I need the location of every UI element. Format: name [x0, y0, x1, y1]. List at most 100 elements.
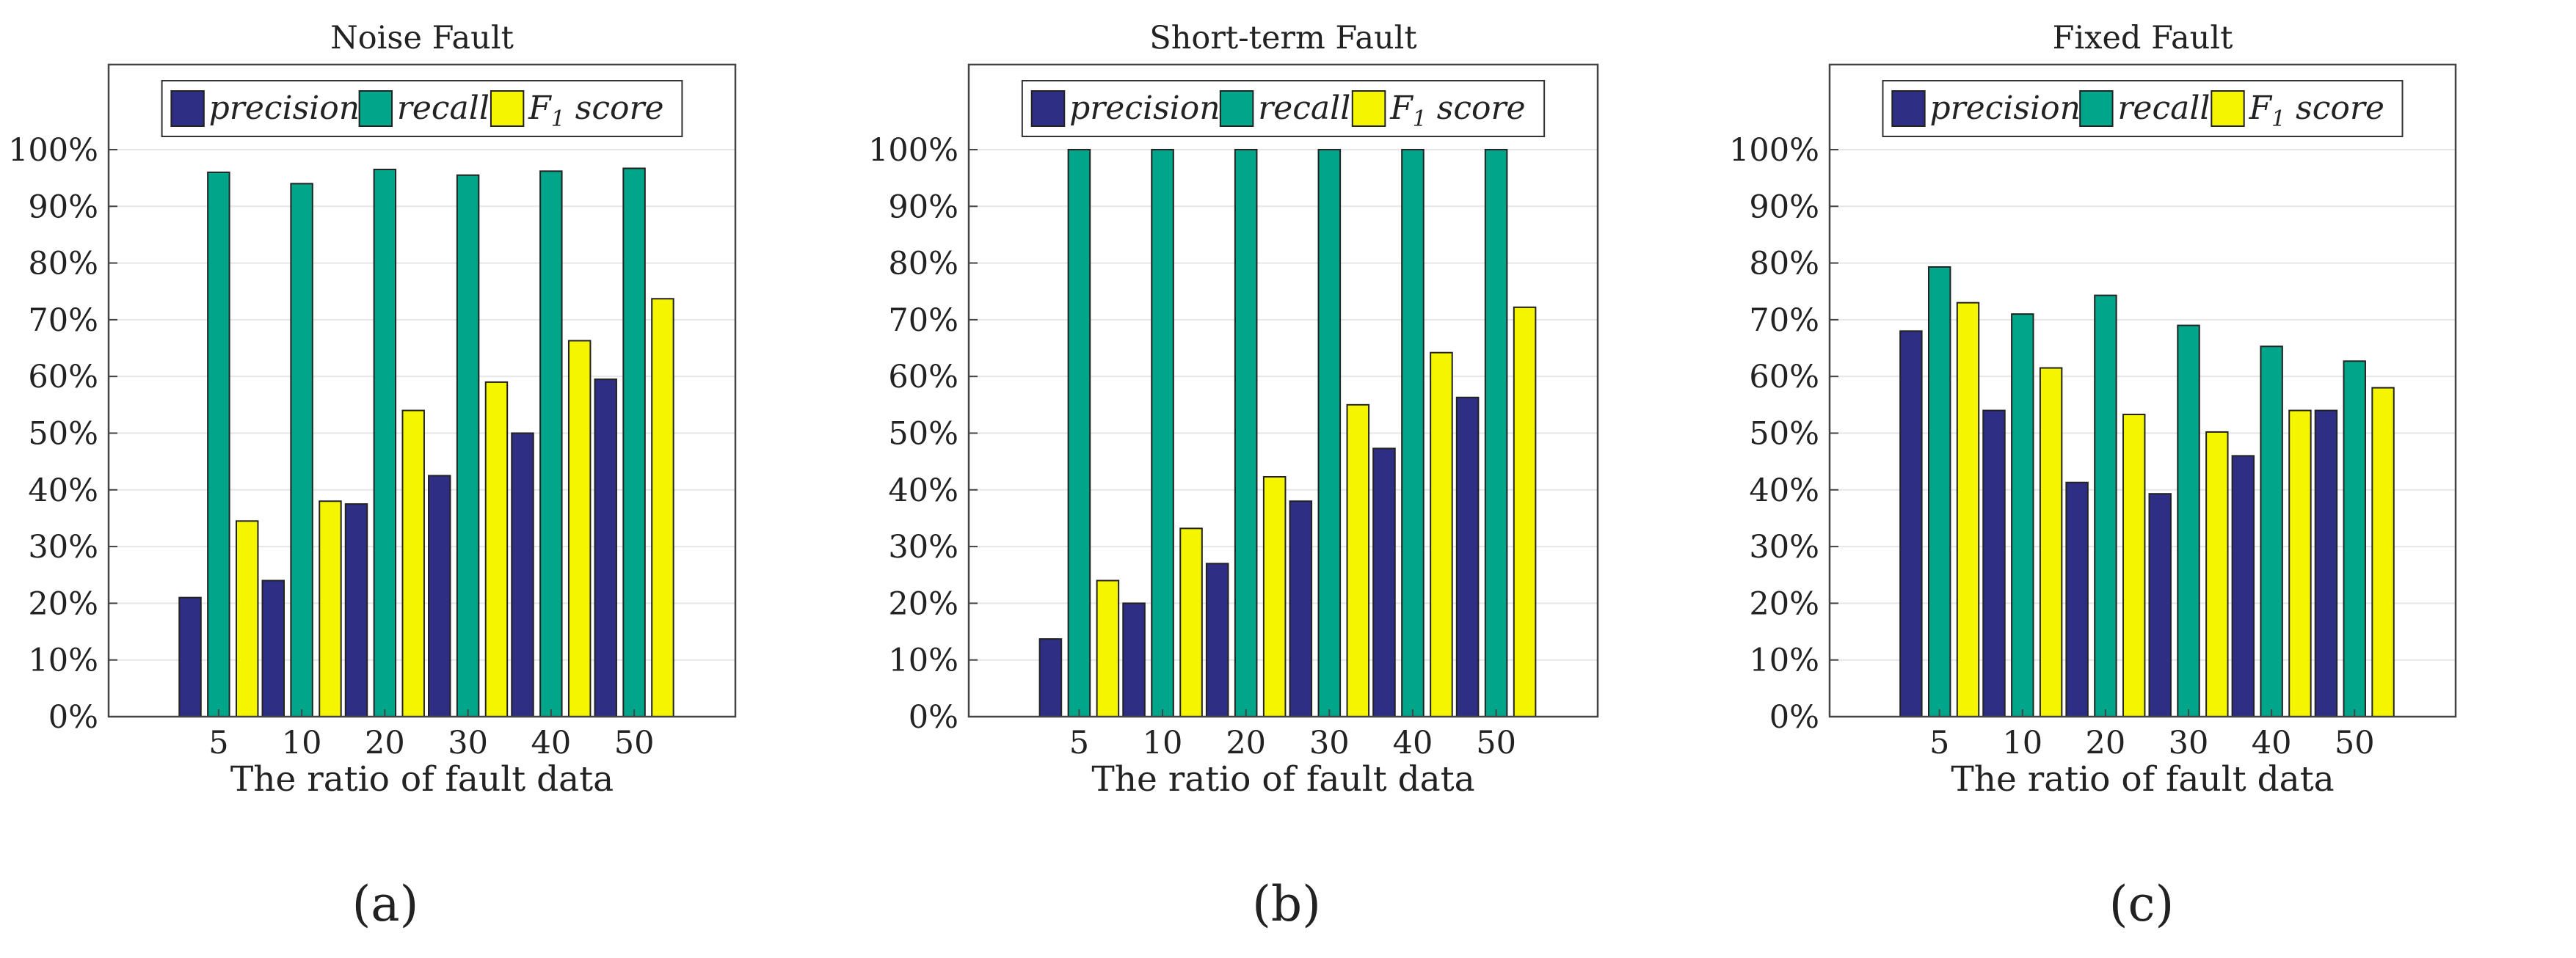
- legend: precision recall F1 score: [1021, 80, 1546, 137]
- bar-f1-40: [2288, 409, 2312, 717]
- y-tick-label: 10%: [28, 643, 98, 679]
- bar-f1-10: [319, 500, 342, 717]
- bar-recall-50: [2343, 360, 2366, 717]
- x-tick-label: 20: [1226, 725, 1266, 761]
- bar-precision-5: [1899, 330, 1923, 717]
- bar-recall-10: [1151, 148, 1174, 717]
- legend-frame: [1021, 80, 1546, 137]
- chart-title: Fixed Fault: [2053, 20, 2233, 56]
- bar-f1-30: [484, 381, 509, 717]
- x-tick-label: 30: [1309, 725, 1350, 761]
- y-tick-label: 80%: [888, 246, 958, 282]
- chart-panel-3: 0% 10% 20% 30% 40% 50% 60% 70% 80% 90% 100% Fixed F…: [1729, 20, 2457, 932]
- y-tick-label: 20%: [1749, 585, 1819, 622]
- y-tick-label: 0%: [48, 699, 98, 736]
- legend-label-f1: F1 score: [1389, 89, 1525, 132]
- bar-f1-20: [2122, 413, 2146, 717]
- y-tick-label: 70%: [28, 302, 98, 339]
- legend-subscript: 1: [551, 106, 565, 132]
- bar-recall-5: [1067, 148, 1091, 717]
- x-tick-label: 20: [365, 725, 405, 761]
- bar-recall-5: [207, 171, 230, 718]
- chart-title: Noise Fault: [330, 20, 514, 56]
- bar-precision-50: [1455, 396, 1480, 718]
- bar-precision-30: [2148, 493, 2172, 717]
- x-axis-label: The ratio of fault data: [230, 759, 614, 800]
- y-tick-label: 0%: [909, 699, 958, 736]
- x-tick-label: 50: [1476, 725, 1516, 761]
- y-tick-label: 20%: [888, 585, 958, 622]
- x-tick-label: 30: [448, 725, 488, 761]
- bar-precision-20: [1205, 563, 1229, 717]
- legend-label-recall: recall: [397, 89, 490, 127]
- x-tick-label: 40: [531, 725, 571, 761]
- legend-label-f1: F1 score: [528, 89, 663, 132]
- legend-label-recall: recall: [2117, 89, 2210, 127]
- legend-swatch-f1: [490, 90, 525, 127]
- bar-f1-30: [1346, 403, 1370, 718]
- panel-label: (b): [1252, 876, 1321, 932]
- bar-f1-5: [1956, 301, 1980, 717]
- x-tick-label: 40: [1393, 725, 1433, 761]
- y-tick-label: 50%: [1749, 415, 1819, 452]
- y-tick-label: 80%: [28, 246, 98, 282]
- legend-subscript: 1: [1413, 106, 1427, 132]
- x-tick-label: 10: [1143, 725, 1183, 761]
- legend-swatch-recall: [358, 90, 393, 127]
- bar-recall-40: [539, 170, 563, 718]
- legend-frame: [1882, 80, 2404, 137]
- bar-recall-50: [1484, 148, 1508, 717]
- bar-precision-30: [1289, 500, 1313, 717]
- bar-precision-20: [344, 503, 368, 717]
- legend-swatch-precision: [170, 90, 205, 127]
- legend-frame: [161, 80, 683, 137]
- bar-recall-50: [622, 167, 646, 717]
- x-tick-label: 5: [1069, 725, 1089, 761]
- y-tick-label: 10%: [888, 643, 958, 679]
- x-tick-label: 10: [2002, 725, 2042, 761]
- x-tick-label: 5: [208, 725, 228, 761]
- legend-label-recall: recall: [1258, 89, 1350, 127]
- bar-precision-40: [2231, 455, 2255, 718]
- bar-precision-20: [2065, 481, 2089, 717]
- bar-precision-50: [594, 379, 617, 717]
- y-tick-label: 70%: [1749, 302, 1819, 339]
- axes-frame: [1828, 63, 2457, 718]
- bar-recall-30: [456, 174, 480, 718]
- bar-recall-20: [1234, 148, 1258, 717]
- bar-recall-20: [373, 169, 397, 717]
- panel-label: (c): [2109, 876, 2174, 932]
- legend-swatch-precision: [1030, 90, 1066, 127]
- y-tick-label: 50%: [28, 415, 98, 452]
- bar-f1-30: [2205, 431, 2229, 718]
- bar-recall-30: [1317, 148, 1342, 717]
- legend-label-precision: precision: [209, 89, 360, 127]
- y-tick-label: 70%: [888, 302, 958, 339]
- legend-swatch-f1: [1351, 90, 1386, 127]
- bar-recall-40: [1401, 148, 1425, 717]
- legend-label-f1: F1 score: [2249, 89, 2384, 132]
- bar-precision-5: [178, 596, 202, 718]
- bar-recall-10: [290, 183, 313, 718]
- bar-f1-5: [236, 520, 259, 717]
- y-tick-label: 40%: [28, 472, 98, 509]
- y-tick-label: 10%: [1749, 643, 1819, 679]
- y-tick-label: 20%: [28, 585, 98, 622]
- x-tick-label: 40: [2252, 725, 2292, 761]
- bar-precision-50: [2314, 409, 2338, 717]
- y-tick-label: 50%: [888, 415, 958, 452]
- x-tick-label: 30: [2169, 725, 2209, 761]
- y-tick-label: 0%: [1769, 699, 1819, 736]
- legend-score: score: [2285, 89, 2384, 127]
- legend: precision recall F1 score: [161, 80, 683, 137]
- bar-f1-5: [1096, 579, 1120, 717]
- bar-precision-5: [1038, 638, 1063, 717]
- bar-recall-40: [2260, 345, 2283, 717]
- bar-f1-10: [1179, 527, 1203, 717]
- legend-subscript: 1: [2271, 106, 2285, 132]
- y-tick-label: 30%: [1749, 529, 1819, 566]
- bar-recall-30: [2177, 324, 2200, 718]
- legend-swatch-recall: [2079, 90, 2114, 127]
- y-tick-label: 100%: [868, 132, 958, 169]
